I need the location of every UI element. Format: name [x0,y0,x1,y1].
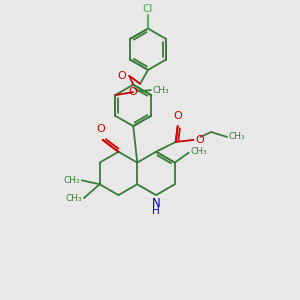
Text: N: N [152,197,160,210]
Text: CH₃: CH₃ [153,85,169,94]
Text: CH₃: CH₃ [190,147,207,156]
Text: Cl: Cl [143,4,153,14]
Text: O: O [96,124,105,134]
Text: O: O [129,87,137,97]
Text: O: O [118,71,126,81]
Text: H: H [152,206,160,216]
Text: CH₃: CH₃ [65,194,82,202]
Text: O: O [173,111,182,121]
Text: CH₃: CH₃ [229,133,246,142]
Text: O: O [195,135,204,145]
Text: CH₃: CH₃ [63,176,80,185]
